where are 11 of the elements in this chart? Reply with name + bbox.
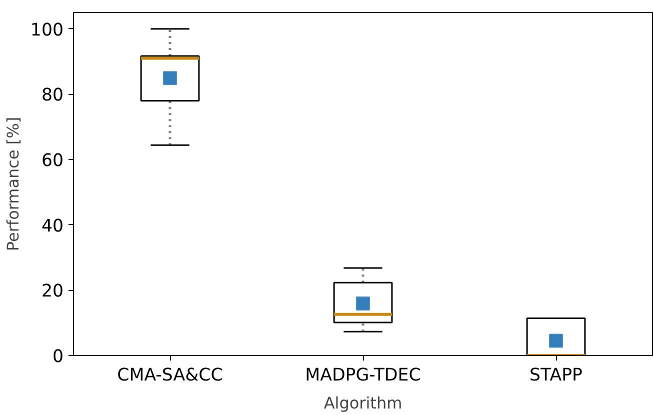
y-tick-label: 80 — [41, 86, 64, 106]
y-tick-label: 60 — [41, 151, 64, 171]
x-tick-label: CMA-SA&CC — [117, 366, 223, 386]
x-axis-title: Algorithm — [324, 394, 402, 412]
y-tick-label: 40 — [41, 216, 64, 236]
y-tick-label: 0 — [52, 347, 64, 367]
y-tick-label: 100 — [30, 20, 64, 40]
y-axis-title: Performance [%] — [3, 116, 22, 252]
x-tick-label: MADPG-TDEC — [305, 366, 421, 386]
y-tick-label: 20 — [41, 282, 64, 302]
x-tick-label: STAPP — [530, 366, 583, 386]
